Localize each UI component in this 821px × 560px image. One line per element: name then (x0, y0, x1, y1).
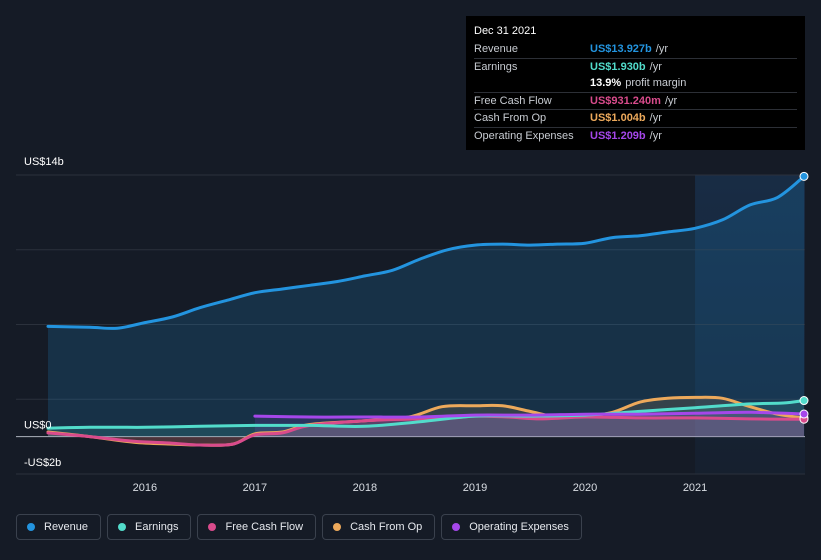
x-tick-label: 2021 (683, 482, 707, 494)
x-tick-label: 2019 (463, 482, 487, 494)
legend-label: Free Cash Flow (225, 521, 304, 533)
tooltip-unit: /yr (664, 94, 678, 107)
legend-dot-icon (333, 523, 342, 531)
tooltip-value: US$1.209b (590, 129, 646, 142)
series-endpoints (799, 171, 809, 424)
earnings-area (48, 400, 804, 437)
tooltip-row-profit-margin: 13.9% profit margin (474, 75, 797, 92)
tooltip-unit: /yr (649, 60, 662, 73)
revenue-endpoint (799, 171, 809, 181)
tooltip-label: Revenue (474, 43, 519, 56)
x-axis-ticks: 2016 2017 2018 2019 2020 2021 (133, 482, 708, 494)
operating-expenses-line (253, 410, 806, 419)
series-areas (48, 176, 804, 446)
earnings-line (46, 399, 806, 430)
legend-dot-icon (118, 523, 127, 531)
tooltip-label: Cash From Op (474, 112, 547, 125)
legend-dot-icon (27, 523, 35, 531)
series-lines (46, 174, 806, 447)
tooltip-value: US$1.004b (590, 112, 646, 125)
tooltip-unit: /yr (649, 112, 662, 125)
tooltip-value: US$931.240m (590, 94, 661, 107)
tooltip-row-earnings: Earnings US$1.930b /yr (474, 57, 797, 76)
y-axis-label-bottom: -US$2b (24, 457, 61, 469)
y-axis-label-top: US$14b (24, 156, 64, 168)
legend-label: Earnings (135, 521, 179, 533)
legend-item-cash-from-op[interactable]: Cash From Op (322, 514, 436, 540)
legend: Revenue Earnings Free Cash Flow Cash Fro… (16, 514, 582, 542)
tooltip-unit: /yr (655, 43, 668, 56)
revenue-line (46, 174, 806, 330)
x-tick-label: 2018 (353, 482, 377, 494)
free-cash-flow-line (46, 414, 806, 447)
tooltip-label: Free Cash Flow (474, 94, 552, 107)
legend-item-earnings[interactable]: Earnings (107, 514, 192, 540)
gridlines (16, 174, 805, 475)
x-tick-label: 2020 (573, 482, 597, 494)
operating-expenses-endpoint (799, 409, 809, 419)
legend-item-free-cash-flow[interactable]: Free Cash Flow (197, 514, 317, 540)
x-tick-label: 2016 (133, 482, 157, 494)
legend-item-operating-expenses[interactable]: Operating Expenses (441, 514, 582, 540)
y-axis-label-zero: US$0 (24, 420, 52, 432)
free-cash-flow-area (48, 416, 804, 446)
legend-item-revenue[interactable]: Revenue (16, 514, 102, 540)
legend-dot-icon (208, 523, 217, 531)
tooltip-value: US$13.927b (590, 43, 652, 56)
tooltip-unit: /yr (649, 129, 662, 142)
x-tick-label: 2017 (243, 482, 267, 494)
tooltip-unit: profit margin (625, 77, 687, 90)
tooltip-label: Earnings (474, 60, 518, 73)
earnings-endpoint (799, 396, 809, 406)
tooltip-row-cash-from-op: Cash From Op US$1.004b /yr (474, 109, 797, 127)
legend-label: Cash From Op (350, 521, 423, 533)
tooltip-value: US$1.930b (590, 60, 646, 73)
revenue-area (48, 176, 804, 437)
tooltip-row-revenue: Revenue US$13.927b /yr (474, 41, 797, 58)
legend-dot-icon (452, 523, 461, 531)
tooltip-row-operating-expenses: Operating Expenses US$1.209b /yr (474, 126, 797, 145)
tooltip-value: 13.9% (590, 77, 622, 90)
legend-label: Revenue (44, 521, 89, 533)
tooltip-row-free-cash-flow: Free Cash Flow US$931.240m /yr (474, 91, 797, 110)
tooltip-label: Operating Expenses (474, 129, 574, 142)
tooltip-date: Dec 31 2021 (474, 25, 537, 37)
legend-label: Operating Expenses (469, 521, 569, 533)
tooltip: Dec 31 2021 Revenue US$13.927b /yr Earni… (466, 16, 805, 150)
